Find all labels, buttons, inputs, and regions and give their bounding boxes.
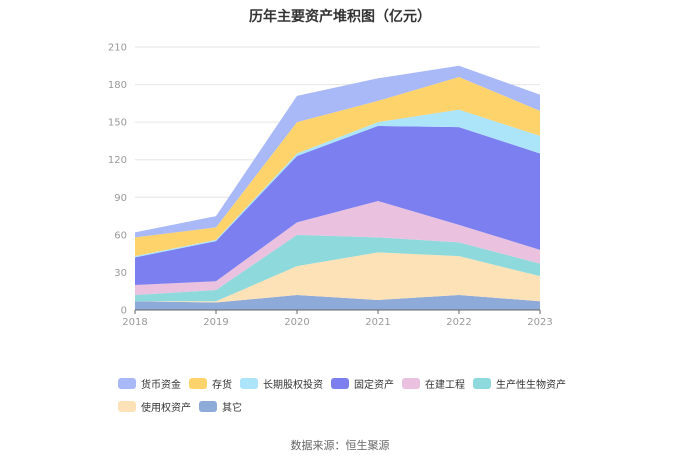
legend: 货币资金 存货 长期股权投资 固定资产 在建工程 生产性生物资产使用权资产 其它 xyxy=(118,376,578,422)
area-在建工程[interactable] xyxy=(135,201,540,295)
legend-swatch xyxy=(199,401,217,412)
legend-label: 在建工程 xyxy=(425,380,465,391)
legend-label: 生产性生物资产 xyxy=(496,380,566,391)
y-tick-label: 30 xyxy=(114,268,127,279)
y-tick-label: 210 xyxy=(108,43,127,54)
legend-item[interactable]: 长期股权投资 xyxy=(240,376,323,391)
x-tick-label: 2018 xyxy=(122,317,147,328)
legend-swatch xyxy=(473,378,491,389)
legend-label: 其它 xyxy=(222,403,242,414)
y-tick-label: 60 xyxy=(114,230,127,241)
chart-title: 历年主要资产堆积图（亿元） xyxy=(249,9,431,25)
x-tick-label: 2019 xyxy=(203,317,228,328)
legend-swatch xyxy=(189,378,207,389)
y-tick-label: 90 xyxy=(114,193,127,204)
y-tick-label: 120 xyxy=(108,155,127,166)
data-source: 数据来源：恒生聚源 xyxy=(290,439,390,452)
legend-item[interactable]: 生产性生物资产 xyxy=(473,376,566,391)
legend-swatch xyxy=(118,401,136,412)
y-tick-label: 0 xyxy=(121,306,127,317)
area-series xyxy=(135,65,540,310)
area-存货[interactable] xyxy=(135,77,540,257)
area-生产性生物资产[interactable] xyxy=(135,234,540,302)
y-tick-label: 180 xyxy=(108,80,127,91)
legend-item[interactable]: 存货 xyxy=(189,376,232,391)
x-tick-label: 2020 xyxy=(284,317,309,328)
y-tick-label: 150 xyxy=(108,118,127,129)
x-tick-label: 2022 xyxy=(446,317,471,328)
area-使用权资产[interactable] xyxy=(135,252,540,303)
legend-label: 货币资金 xyxy=(141,380,181,391)
legend-label: 使用权资产 xyxy=(141,403,191,414)
legend-item[interactable]: 货币资金 xyxy=(118,376,181,391)
legend-swatch xyxy=(331,378,349,389)
legend-swatch xyxy=(402,378,420,389)
x-tick-label: 2023 xyxy=(527,317,552,328)
legend-swatch xyxy=(118,378,136,389)
stacked-area-chart: 0 30 60 90 120 150 180 210 2018 2019 2020 2021 2022 2… xyxy=(108,43,553,329)
legend-item[interactable]: 使用权资产 xyxy=(118,399,191,414)
axes: 0 30 60 90 120 150 180 210 2018 2019 2020 2021 2022 2… xyxy=(108,43,553,329)
area-其它[interactable] xyxy=(135,294,540,310)
legend-item[interactable]: 在建工程 xyxy=(402,376,465,391)
area-长期股权投资[interactable] xyxy=(135,109,540,258)
legend-label: 存货 xyxy=(212,380,232,391)
legend-item[interactable]: 固定资产 xyxy=(331,376,394,391)
legend-item[interactable]: 其它 xyxy=(199,399,242,414)
area-货币资金[interactable] xyxy=(135,65,540,238)
area-固定资产[interactable] xyxy=(135,125,540,285)
legend-swatch xyxy=(240,378,258,389)
legend-label: 长期股权投资 xyxy=(263,380,323,391)
x-tick-label: 2021 xyxy=(365,317,390,328)
legend-label: 固定资产 xyxy=(354,380,394,391)
